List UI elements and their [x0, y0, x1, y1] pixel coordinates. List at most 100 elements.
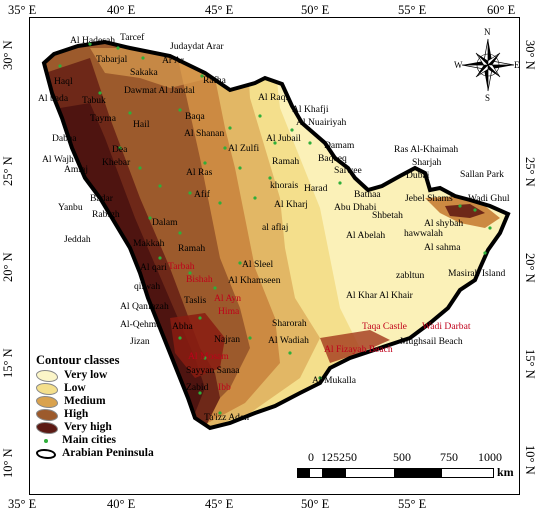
- city-label: Al Khamseen: [228, 275, 281, 286]
- peninsula-map: [41, 39, 511, 431]
- lat-label: 25° N: [1, 156, 15, 186]
- lat-label: 20° N: [523, 253, 537, 283]
- lat-label: 15° N: [523, 349, 537, 379]
- city-label: Makkah: [133, 238, 165, 249]
- lon-label: 40° E: [107, 497, 136, 511]
- city-label: Sakaka: [130, 67, 158, 78]
- city-label: Shbetah: [372, 210, 403, 221]
- legend-title: Contour classes: [36, 353, 120, 367]
- compass-e: E: [514, 60, 520, 70]
- city-label: Al sahma: [424, 242, 461, 253]
- city-label: Tarcef: [120, 32, 145, 43]
- city-label-red: Al Mosam: [188, 351, 229, 362]
- lon-label: 55° E: [398, 497, 427, 511]
- city-label: Salwee: [334, 165, 362, 176]
- city-label-red: Al Ayn: [214, 293, 242, 304]
- city-label: qilwah: [134, 281, 161, 292]
- city-label: Al Nuairiyah: [296, 117, 347, 128]
- city-label: Al Mukalla: [312, 375, 356, 386]
- legend-item-boundary: Arabian Peninsula: [36, 448, 166, 461]
- city-dot-icon: [36, 439, 56, 443]
- lon-label: 50° E: [301, 3, 330, 17]
- city-label: Al Khafji: [292, 104, 329, 115]
- city-label: Ras Al-Khaimah: [394, 144, 459, 155]
- city-label: Ta'izz Aden: [204, 412, 250, 423]
- city-label: Abha: [172, 321, 193, 332]
- city-label: Mughsail Beach: [400, 336, 463, 347]
- city-label: Jeddah: [64, 234, 91, 245]
- boundary-icon: [36, 449, 56, 459]
- compass-n: N: [484, 27, 491, 37]
- city-label: Dubai: [406, 170, 430, 181]
- legend-label: Very high: [64, 421, 112, 434]
- city-label: Ramah: [178, 243, 206, 254]
- legend-item: Very high: [36, 422, 166, 435]
- lat-label: 30° N: [1, 40, 15, 70]
- scale-label: 125250: [321, 450, 357, 464]
- city-label: Abu Dhabi: [334, 202, 377, 213]
- lon-label: 35° E: [8, 497, 37, 511]
- city-label: Al qari: [140, 262, 167, 273]
- scale-unit: km: [497, 465, 514, 479]
- city-label: Najran: [214, 334, 241, 345]
- city-label: Rabigh: [92, 209, 120, 220]
- legend: Contour classes Very low Low Medium High…: [36, 354, 166, 461]
- city-label: Yanbu: [58, 202, 83, 213]
- city-label: Al Ras: [186, 167, 213, 178]
- legend-item: High: [36, 409, 166, 422]
- city-label: Judaydat Arar: [170, 41, 224, 52]
- city-label: khorais: [270, 180, 299, 191]
- city-label: Al shybah: [424, 218, 464, 229]
- city-label-red: Al Fizayah Beach: [324, 344, 393, 355]
- city-label: Khebar: [102, 157, 131, 168]
- legend-label: Medium: [64, 395, 106, 408]
- city-label: Al Sleel: [242, 259, 274, 270]
- city-label: Taslis: [184, 295, 207, 306]
- city-label: Al bada: [38, 93, 69, 104]
- lat-label: 10° N: [523, 445, 537, 475]
- lon-label: 45° E: [205, 497, 234, 511]
- city-label: Al Wadiah: [268, 335, 309, 346]
- lat-label: 10° N: [1, 448, 15, 478]
- city-label: Baqa: [185, 111, 205, 122]
- lon-label: 55° E: [398, 3, 427, 17]
- city-label: Sharorah: [272, 318, 307, 329]
- lat-label: 30° N: [523, 40, 537, 70]
- city-label: Amlaj: [64, 164, 88, 175]
- city-label: Al Khar Al Khair: [346, 290, 413, 301]
- city-label: Zabid: [186, 382, 209, 393]
- scale-bar-segments: [297, 468, 494, 478]
- city-label-red: Taqa Castle: [362, 321, 407, 332]
- city-label: Haql: [54, 76, 73, 87]
- city-label: Al Qanfazah: [120, 301, 169, 312]
- compass-s: S: [485, 93, 491, 103]
- legend-item: Low: [36, 383, 166, 396]
- city-label: Dea: [112, 144, 128, 155]
- north-arrow-icon: N S E W: [454, 27, 522, 103]
- city-label: Al Zulfi: [228, 143, 260, 154]
- city-label: Al Jubail: [266, 133, 301, 144]
- legend-label: Arabian Peninsula: [62, 447, 154, 460]
- swatch-very-low: [36, 370, 58, 382]
- legend-item-cities: Main cities: [36, 435, 166, 448]
- city-label: Jebel Shams: [405, 193, 453, 204]
- city-label: Al Raqi: [258, 92, 289, 103]
- city-label-red: Wadi Darbat: [422, 321, 471, 332]
- city-label: Afif: [194, 189, 210, 200]
- city-label-red: Bishah: [186, 274, 213, 285]
- city-label: Al-Qehma: [120, 319, 161, 330]
- city-label-red: Hima: [218, 306, 240, 317]
- city-label: Tayma: [90, 113, 116, 124]
- city-label: Dawmat Al Jandal: [124, 85, 195, 96]
- city-label: Masirah Island: [448, 268, 506, 279]
- lon-label: 60° E: [487, 3, 516, 17]
- city-label: Sharjah: [412, 157, 442, 168]
- city-dots: [58, 42, 492, 415]
- city-label: hawwalah: [404, 228, 443, 239]
- map-frame: [29, 17, 520, 495]
- city-label: Rafha: [203, 75, 226, 86]
- city-label: Sallan Park: [460, 169, 504, 180]
- lon-label: 35° E: [8, 3, 37, 17]
- swatch-low: [36, 383, 58, 395]
- legend-item: Very low: [36, 370, 166, 383]
